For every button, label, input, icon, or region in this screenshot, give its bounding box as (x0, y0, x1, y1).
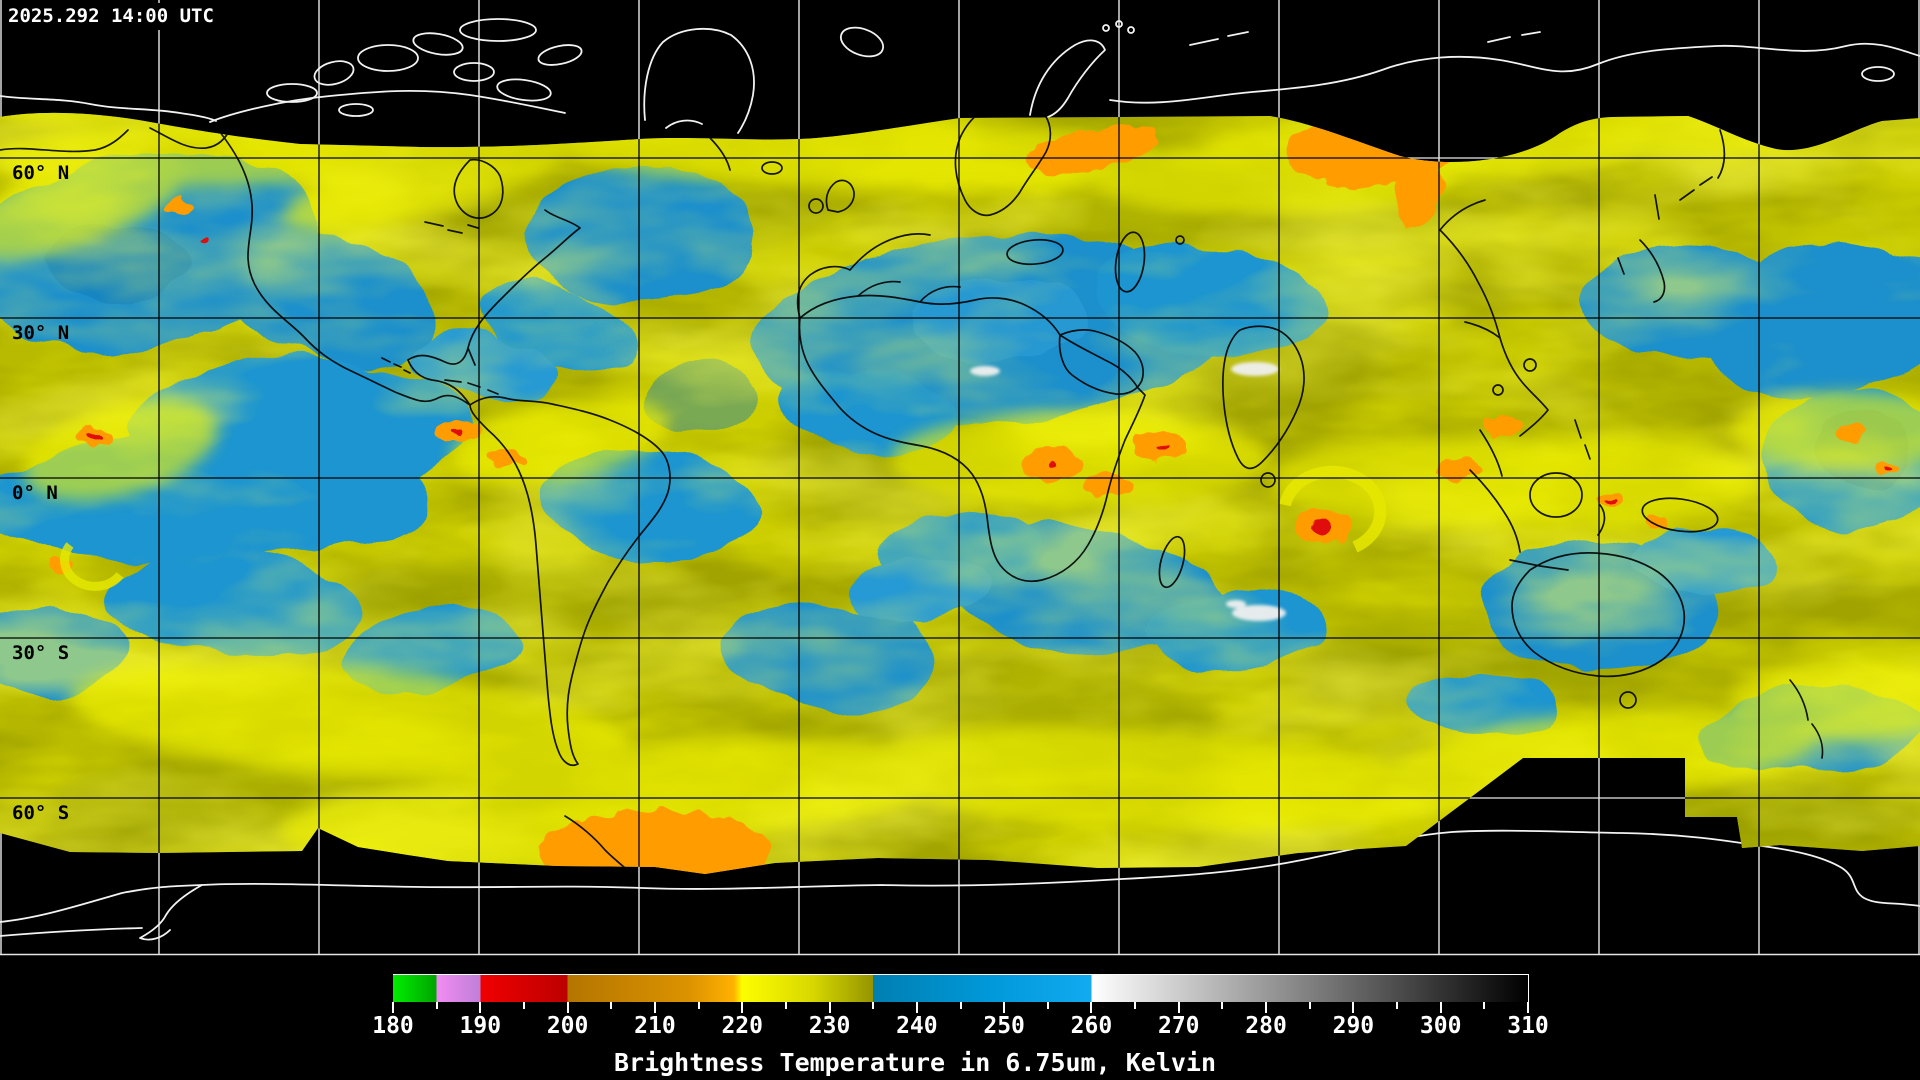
colorbar-tick-label: 180 (372, 1013, 414, 1039)
coldest-cloud-red-cores (87, 239, 1892, 533)
colorbar-tick-label: 190 (459, 1013, 502, 1039)
colorbar-tick (1396, 1002, 1399, 1009)
world-map: 2025.292 14:00 UTC 60° N 30° N 0° N 30° S 60… (0, 0, 1920, 956)
colorbar-tick (1265, 1002, 1268, 1013)
colorbar-tick (697, 1002, 700, 1009)
colorbar-tick (566, 1002, 569, 1013)
colorbar-tick (1090, 1002, 1093, 1013)
colorbar-tick (828, 1002, 831, 1013)
colorbar-tick (1221, 1002, 1224, 1009)
latitude-label: 60° N (12, 162, 70, 184)
colorbar-tick-label: 230 (808, 1013, 851, 1039)
colorbar-tick (872, 1002, 875, 1009)
colorbar-tick (1134, 1002, 1137, 1009)
colorbar-tick-label: 250 (983, 1013, 1025, 1039)
colorbar-tick (1308, 1002, 1311, 1009)
colorbar-tick (915, 1002, 918, 1013)
colorbar-tick-label: 220 (721, 1013, 763, 1039)
latitude-label: 0° N (12, 482, 58, 504)
colorbar-tick-label: 270 (1157, 1013, 1200, 1039)
colorbar-tick-label: 310 (1507, 1013, 1549, 1039)
colorbar-tick (392, 1002, 394, 1013)
colorbar-tick (1439, 1002, 1442, 1013)
colorbar-tick-label: 290 (1332, 1013, 1375, 1039)
colorbar-tick (1527, 1002, 1529, 1013)
graticule-black (0, 112, 1920, 875)
colorbar-gradient (393, 974, 1529, 1002)
colorbar-tick-label: 210 (634, 1013, 676, 1039)
colorbar-tick-label: 200 (546, 1013, 589, 1039)
colorbar-tick (479, 1002, 482, 1013)
colorbar-tick (1177, 1002, 1180, 1013)
tropical-cyclone-spiral (1279, 465, 1387, 553)
colorbar-tick (784, 1002, 787, 1009)
colorbar-tick-label: 300 (1419, 1013, 1462, 1039)
colorbar-tick (610, 1002, 613, 1009)
colorbar-legend: 180 190 200 210 220 230 240 250 260 270 280 290 300 3… (0, 956, 1920, 1080)
warm-white-spots (970, 362, 1286, 621)
colorbar-tick-label: 240 (896, 1013, 938, 1039)
colorbar-tick (1483, 1002, 1486, 1009)
colorbar-tick-label: 260 (1070, 1013, 1113, 1039)
colorbar-tick (741, 1002, 744, 1013)
latitude-label: 60° S (12, 802, 70, 824)
colorbar-tick (959, 1002, 962, 1009)
colorbar-tick (1046, 1002, 1049, 1009)
latitude-label: 30° S (12, 642, 70, 664)
colorbar-caption: Brightness Temperature in 6.75um, Kelvin (613, 1048, 1217, 1077)
colorbar-tick (653, 1002, 656, 1013)
colorbar-tick (1352, 1002, 1355, 1013)
colorbar-tick (1003, 1002, 1006, 1013)
colorbar-tick-label: 280 (1245, 1013, 1287, 1039)
coastline-on-data (0, 112, 1824, 875)
water-vapor-imagery (0, 0, 1920, 956)
latitude-label: 30° N (12, 322, 70, 344)
colorbar-tick (435, 1002, 438, 1009)
colorbar-tick (522, 1002, 525, 1009)
timestamp: 2025.292 14:00 UTC (4, 3, 222, 30)
